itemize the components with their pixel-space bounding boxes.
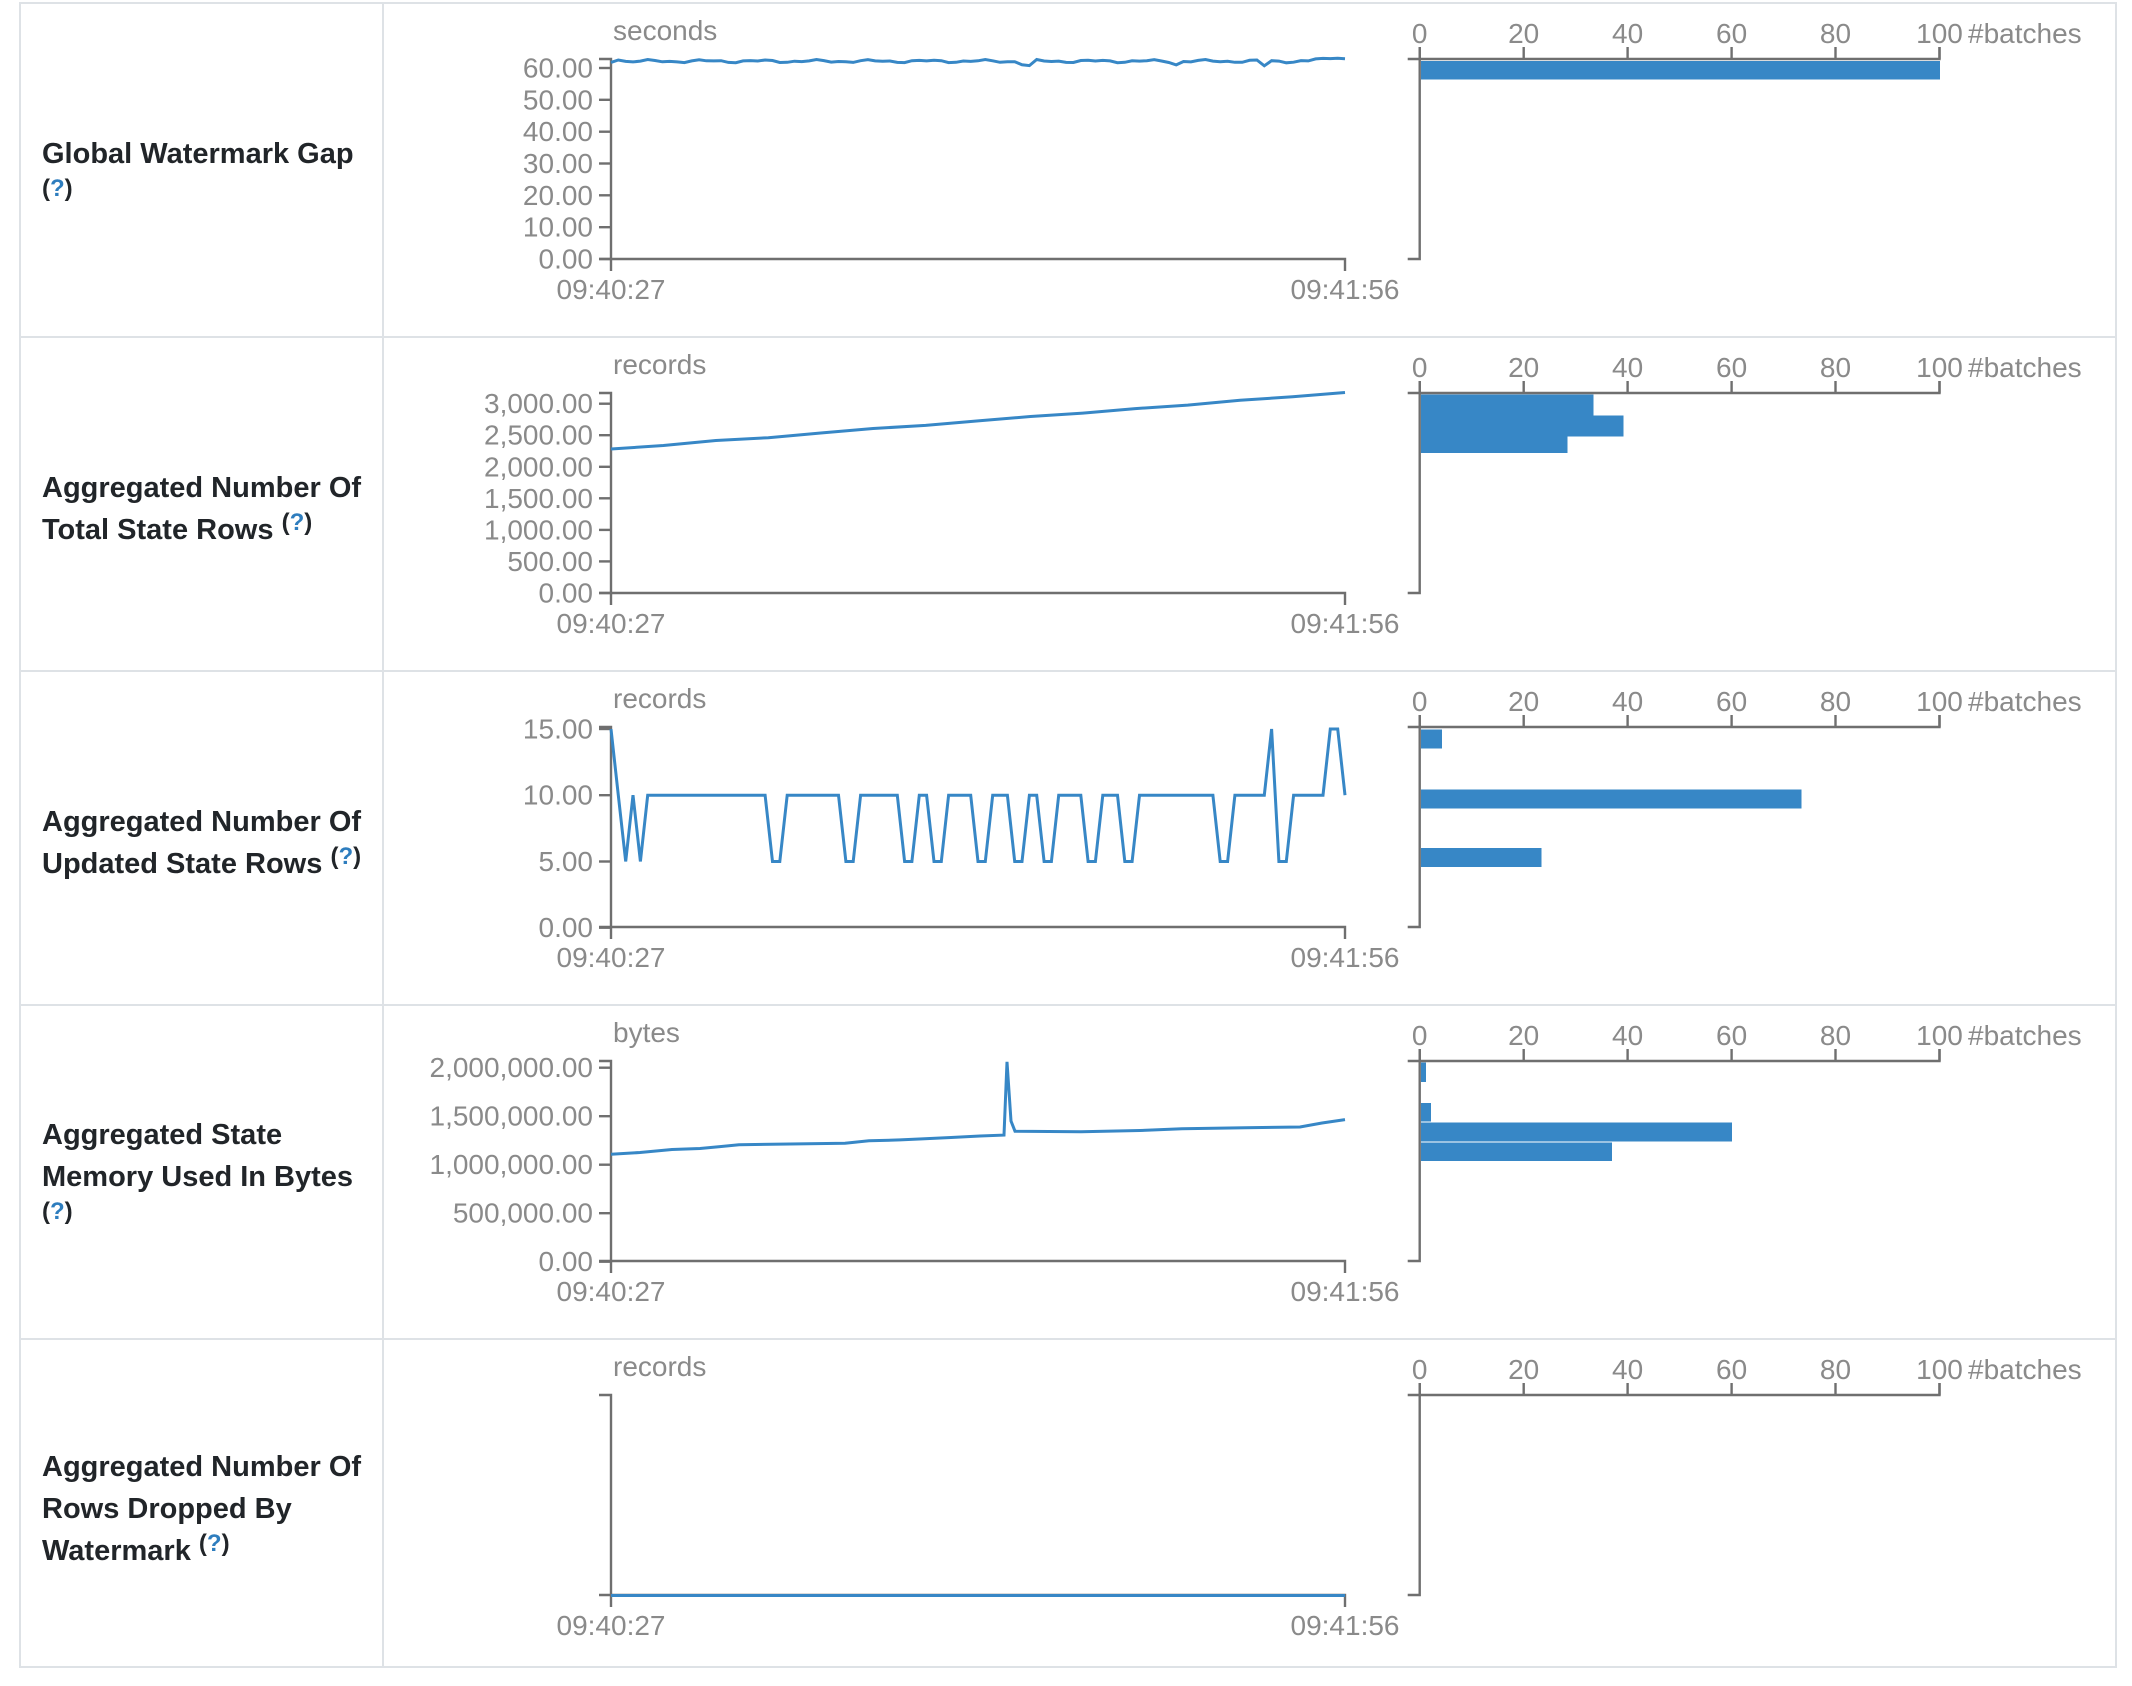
svg-text:#batches: #batches <box>1968 1020 2082 1051</box>
svg-text:500,000.00: 500,000.00 <box>453 1198 593 1229</box>
svg-text:(?): (?) <box>42 1198 73 1225</box>
svg-text:20: 20 <box>1508 352 1539 383</box>
svg-text:Rows Dropped By: Rows Dropped By <box>42 1493 292 1525</box>
svg-text:20: 20 <box>1508 686 1539 717</box>
svg-text:60: 60 <box>1716 18 1747 49</box>
svg-text:100: 100 <box>1916 1020 1963 1051</box>
svg-text:09:41:56: 09:41:56 <box>1291 942 1400 973</box>
svg-text:40: 40 <box>1612 18 1643 49</box>
svg-text:09:41:56: 09:41:56 <box>1291 1276 1400 1307</box>
svg-text:09:40:27: 09:40:27 <box>557 608 666 639</box>
svg-text:Aggregated Number Of: Aggregated Number Of <box>42 472 361 504</box>
svg-text:(?): (?) <box>42 175 73 202</box>
svg-text:#batches: #batches <box>1968 1354 2082 1385</box>
svg-text:20: 20 <box>1508 1020 1539 1051</box>
svg-text:80: 80 <box>1820 1020 1851 1051</box>
svg-text:40: 40 <box>1612 1354 1643 1385</box>
svg-text:0: 0 <box>1412 1020 1428 1051</box>
svg-text:Global Watermark Gap: Global Watermark Gap <box>42 138 354 170</box>
svg-text:40: 40 <box>1612 352 1643 383</box>
svg-text:20: 20 <box>1508 18 1539 49</box>
svg-text:2,000.00: 2,000.00 <box>484 451 593 482</box>
svg-text:3,000.00: 3,000.00 <box>484 388 593 419</box>
svg-text:15.00: 15.00 <box>523 714 593 745</box>
svg-text:40: 40 <box>1612 686 1643 717</box>
svg-text:09:41:56: 09:41:56 <box>1291 608 1400 639</box>
svg-text:2,000,000.00: 2,000,000.00 <box>430 1052 594 1083</box>
svg-text:0: 0 <box>1412 686 1428 717</box>
svg-text:40.00: 40.00 <box>523 116 593 147</box>
svg-text:09:40:27: 09:40:27 <box>557 1610 666 1641</box>
svg-text:60: 60 <box>1716 686 1747 717</box>
svg-text:80: 80 <box>1820 1354 1851 1385</box>
svg-text:0.00: 0.00 <box>539 912 594 943</box>
svg-text:09:41:56: 09:41:56 <box>1291 274 1400 305</box>
svg-text:500.00: 500.00 <box>507 546 593 577</box>
svg-text:100: 100 <box>1916 1354 1963 1385</box>
svg-text:60: 60 <box>1716 1354 1747 1385</box>
svg-text:Aggregated State: Aggregated State <box>42 1119 282 1151</box>
svg-text:0: 0 <box>1412 1354 1428 1385</box>
svg-text:20: 20 <box>1508 1354 1539 1385</box>
svg-text:1,000,000.00: 1,000,000.00 <box>430 1149 594 1180</box>
svg-text:Updated State Rows (?): Updated State Rows (?) <box>42 843 361 880</box>
svg-text:80: 80 <box>1820 352 1851 383</box>
svg-text:seconds: seconds <box>613 15 717 46</box>
svg-text:#batches: #batches <box>1968 18 2082 49</box>
svg-text:10.00: 10.00 <box>523 780 593 811</box>
svg-text:09:40:27: 09:40:27 <box>557 274 666 305</box>
svg-text:Watermark (?): Watermark (?) <box>42 1530 230 1567</box>
svg-text:Aggregated Number Of: Aggregated Number Of <box>42 1451 361 1483</box>
svg-text:09:40:27: 09:40:27 <box>557 942 666 973</box>
svg-text:60: 60 <box>1716 1020 1747 1051</box>
svg-text:0: 0 <box>1412 352 1428 383</box>
svg-text:records: records <box>613 683 706 714</box>
svg-text:10.00: 10.00 <box>523 212 593 243</box>
svg-text:80: 80 <box>1820 18 1851 49</box>
svg-text:1,000.00: 1,000.00 <box>484 514 593 545</box>
svg-text:Total State Rows (?): Total State Rows (?) <box>42 509 312 546</box>
svg-text:1,500.00: 1,500.00 <box>484 483 593 514</box>
svg-text:30.00: 30.00 <box>523 148 593 179</box>
svg-text:5.00: 5.00 <box>539 846 594 877</box>
svg-text:Memory Used In Bytes: Memory Used In Bytes <box>42 1161 353 1193</box>
svg-text:09:40:27: 09:40:27 <box>557 1276 666 1307</box>
svg-text:40: 40 <box>1612 1020 1643 1051</box>
svg-text:60: 60 <box>1716 352 1747 383</box>
svg-text:Aggregated Number Of: Aggregated Number Of <box>42 806 361 838</box>
svg-text:1,500,000.00: 1,500,000.00 <box>430 1101 594 1132</box>
svg-text:80: 80 <box>1820 686 1851 717</box>
svg-text:20.00: 20.00 <box>523 180 593 211</box>
svg-text:0.00: 0.00 <box>539 578 594 609</box>
svg-text:bytes: bytes <box>613 1017 680 1048</box>
svg-text:records: records <box>613 349 706 380</box>
svg-text:50.00: 50.00 <box>523 84 593 115</box>
svg-text:100: 100 <box>1916 352 1963 383</box>
svg-text:0: 0 <box>1412 18 1428 49</box>
svg-text:100: 100 <box>1916 18 1963 49</box>
svg-text:records: records <box>613 1351 706 1382</box>
svg-text:#batches: #batches <box>1968 686 2082 717</box>
svg-text:2,500.00: 2,500.00 <box>484 420 593 451</box>
svg-text:09:41:56: 09:41:56 <box>1291 1610 1400 1641</box>
svg-text:#batches: #batches <box>1968 352 2082 383</box>
svg-text:60.00: 60.00 <box>523 53 593 84</box>
svg-text:0.00: 0.00 <box>539 1246 594 1277</box>
svg-text:100: 100 <box>1916 686 1963 717</box>
svg-text:0.00: 0.00 <box>539 244 594 275</box>
